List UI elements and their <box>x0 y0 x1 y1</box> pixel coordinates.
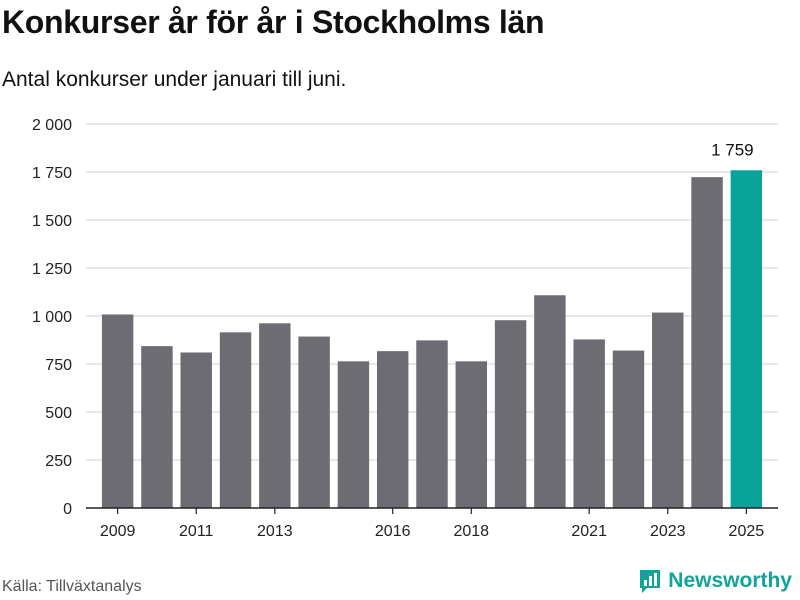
bar-2023 <box>652 312 684 508</box>
brand-logo[interactable]: Newsworthy <box>638 568 792 594</box>
bar-chart: 0 250 500 750 1 000 1 250 1 500 1 750 2 000 2009 2… <box>32 117 778 540</box>
bar-2019 <box>494 320 527 508</box>
x-tick-label: 2013 <box>257 523 293 540</box>
y-tick-label: 500 <box>45 405 72 422</box>
y-tick-label: 1 000 <box>32 309 72 326</box>
bar-2021 <box>573 339 605 508</box>
x-tick-label: 2023 <box>650 523 686 540</box>
y-tick-label: 1 500 <box>32 213 72 230</box>
bar-2016 <box>376 351 409 508</box>
bar-2018 <box>455 361 488 508</box>
bar-2011 <box>180 352 212 508</box>
value-label: 1 759 <box>711 140 754 159</box>
x-tick-label: 2009 <box>100 523 136 540</box>
bar-2012 <box>219 332 252 508</box>
y-tick-label: 2 000 <box>32 117 72 134</box>
x-tick-label: 2025 <box>729 523 765 540</box>
y-tick-label: 0 <box>63 501 72 518</box>
bar-2014 <box>298 336 330 508</box>
chart-subtitle: Antal konkurser under januari till juni. <box>2 68 347 91</box>
bar-2017 <box>416 340 448 508</box>
newsworthy-icon <box>640 570 661 593</box>
bar-2010 <box>141 346 173 508</box>
bar-2013 <box>259 323 291 508</box>
bar-2024 <box>691 177 723 508</box>
bar-2009 <box>101 314 134 508</box>
y-tick-label: 250 <box>45 453 72 470</box>
y-tick-label: 750 <box>45 357 72 374</box>
x-tick-label: 2016 <box>375 523 411 540</box>
bar-2025 <box>730 170 763 508</box>
y-tick-label: 1 750 <box>32 165 72 182</box>
y-tick-label: 1 250 <box>32 261 72 278</box>
x-tick-label: 2018 <box>453 523 489 540</box>
brand-label: Newsworthy <box>668 569 792 592</box>
source-label: Källa: Tillväxtanalys <box>2 578 142 595</box>
x-tick-label: 2021 <box>571 523 607 540</box>
bar-2015 <box>337 361 370 508</box>
chart-title: Konkurser år för år i Stockholms län <box>2 4 545 40</box>
x-tick-label: 2011 <box>179 523 214 540</box>
bar-2022 <box>612 350 645 508</box>
bar-2020 <box>534 295 566 508</box>
